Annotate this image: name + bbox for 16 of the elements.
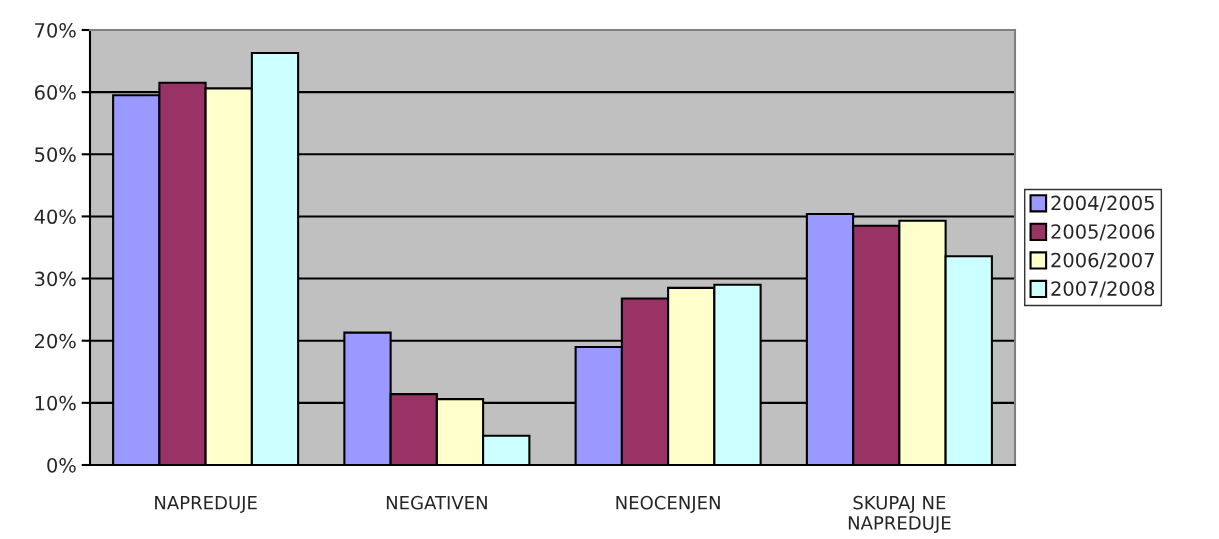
legend-label: 2004/2005 [1051, 195, 1154, 212]
x-tick-label: NAPREDUJE [155, 496, 257, 513]
y-tick-label: 10% [35, 395, 76, 411]
y-tick-label: 60% [34, 85, 76, 100]
y-tick-label: 50% [35, 147, 76, 162]
y-tick-label: 20% [35, 333, 76, 349]
y-tick-label: 40% [34, 209, 76, 225]
x-tick-label: SKUPAJ NE NAPREDUJE [848, 495, 951, 534]
legend-label: 2007/2008 [1051, 281, 1155, 298]
x-tick-label: NEGATIVEN [386, 495, 487, 510]
legend-label: 2006/2007 [1051, 252, 1154, 269]
y-tick-label: 30% [35, 271, 76, 287]
x-tick-label: NEOCENJEN [616, 495, 720, 513]
legend-label: 2005/2006 [1051, 224, 1155, 241]
y-tick-label: 70% [35, 22, 76, 38]
y-tick-label: 0% [47, 457, 76, 473]
